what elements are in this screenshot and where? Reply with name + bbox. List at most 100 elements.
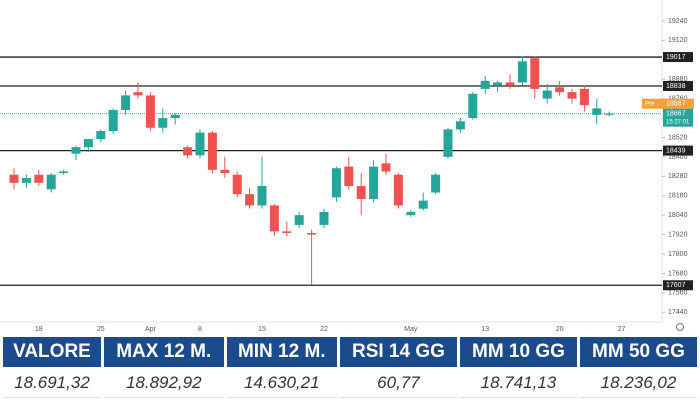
value-cell: 18.741,13 [459, 369, 577, 398]
candle-body [195, 132, 205, 156]
header-cell: MM 50 GG [579, 337, 697, 367]
candle-body [406, 211, 416, 216]
value-row: 18.691,32 18.892,92 14.630,21 60,77 18.7… [3, 369, 697, 398]
y-tick-label: 18520 [668, 134, 688, 141]
candle-body [121, 95, 131, 110]
header-row: VALORE MAX 12 M. MIN 12 M. RSI 14 GG MM … [3, 337, 697, 367]
candle-body [108, 109, 118, 132]
settings-icon [676, 323, 684, 331]
x-tick-label: 15 [258, 326, 266, 333]
current-time: 15:27:01 [666, 119, 690, 125]
x-tick-label: 27 [618, 326, 626, 333]
candle-body [592, 108, 602, 115]
y-tick-label: 17680 [668, 270, 688, 277]
candle-body [183, 147, 193, 156]
price-label-box [663, 280, 693, 291]
candle-body [369, 166, 379, 199]
candle-body [443, 129, 453, 157]
candle-body [604, 113, 614, 115]
value-cell: 14.630,21 [226, 369, 337, 398]
candle-body [9, 174, 19, 183]
price-label: 19017 [666, 54, 686, 61]
candle-body [381, 163, 391, 172]
candle-body [356, 186, 366, 199]
candle-body [83, 139, 93, 148]
candle-body [530, 58, 540, 89]
price-label: 17607 [666, 282, 686, 289]
candle-body [220, 169, 230, 174]
chart: 17440 17560 17680 17800 17920 18040 18160 18280… [0, 0, 694, 333]
price-label-box [663, 145, 693, 156]
y-tick-label: 17440 [668, 309, 688, 316]
candle-body [468, 93, 478, 119]
price-label: 18838 [666, 83, 686, 90]
candle-body [555, 87, 565, 93]
x-tick-label: 8 [198, 326, 202, 333]
current-box [663, 108, 693, 127]
candle-body [567, 92, 577, 99]
y-tick-label: 19240 [668, 18, 688, 25]
candle-body [96, 131, 106, 140]
candle-body [493, 82, 503, 86]
candle-body [170, 114, 180, 119]
candle-body [245, 194, 255, 206]
header-cell: MIN 12 M. [226, 337, 337, 367]
y-tick-label: 17920 [668, 231, 688, 238]
y-tick-label: 17560 [668, 290, 688, 297]
y-tick-label: 18040 [668, 212, 688, 219]
candle-body [34, 174, 44, 183]
y-tick-label: 19120 [668, 37, 688, 44]
x-tick-label: 25 [97, 326, 105, 333]
candle-body [145, 95, 155, 128]
candle-body [307, 232, 317, 235]
x-tick-label: 13 [481, 326, 489, 333]
candle-body [344, 166, 354, 187]
value-cell: 60,77 [339, 369, 457, 398]
candle-body [294, 215, 304, 225]
price-label-box [663, 52, 693, 63]
y-tick-label: 18400 [668, 154, 688, 161]
candle-body [319, 211, 329, 225]
candle-body [480, 80, 490, 89]
current-value: 18667 [666, 111, 686, 118]
x-tick-label: 18 [35, 326, 43, 333]
candle-body [505, 82, 515, 86]
candle-body [269, 205, 279, 232]
candle-body [542, 90, 552, 99]
pre-label: Pre [645, 101, 655, 107]
price-label: 18439 [666, 147, 686, 154]
candle-body [257, 186, 267, 206]
pre-value: 18667 [666, 101, 686, 108]
candle-body [431, 174, 441, 193]
stats-table: VALORE MAX 12 M. MIN 12 M. RSI 14 GG MM … [0, 335, 700, 400]
candle-body [455, 121, 465, 130]
candle-body [517, 61, 527, 83]
x-tick-label: May [404, 326, 418, 333]
candle-body [282, 231, 292, 233]
header-cell: VALORE [3, 337, 101, 367]
candle-body [331, 168, 341, 198]
candle-body [579, 88, 589, 106]
x-tick-label: 22 [320, 326, 328, 333]
candle-body [158, 118, 168, 128]
y-tick-label: 18160 [668, 193, 688, 200]
y-tick-label: 18880 [668, 76, 688, 83]
candle-body [232, 174, 242, 195]
candle-body [393, 174, 403, 206]
candle-body [133, 92, 143, 96]
candle-body [418, 200, 428, 209]
x-tick-label: Apr [145, 326, 157, 333]
pre-box [642, 98, 694, 109]
header-cell: RSI 14 GG [339, 337, 457, 367]
candle-body [59, 171, 69, 174]
candle-body [71, 147, 81, 154]
value-cell: 18.691,32 [3, 369, 101, 398]
value-cell: 18.892,92 [103, 369, 224, 398]
header-cell: MM 10 GG [459, 337, 577, 367]
candle-body [46, 174, 56, 190]
candle-body [21, 177, 31, 183]
header-cell: MAX 12 M. [103, 337, 224, 367]
y-tick-label: 18280 [668, 173, 688, 180]
price-label-box [663, 81, 693, 92]
